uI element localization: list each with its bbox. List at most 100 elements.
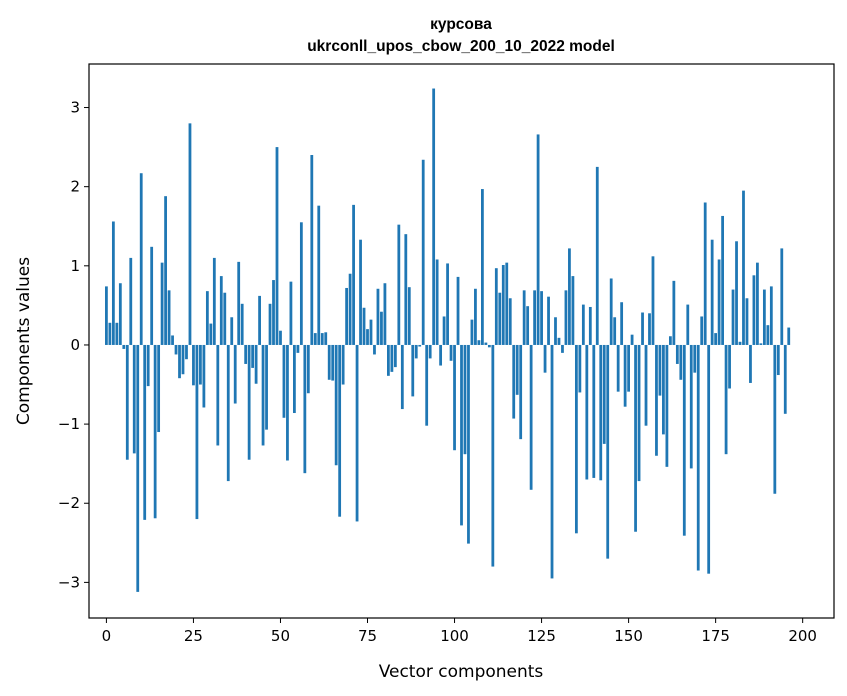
bar-65 (331, 344, 335, 381)
bar-84 (397, 224, 401, 345)
bar-24 (188, 123, 192, 345)
bar-93 (428, 344, 432, 359)
bar-91 (421, 159, 425, 345)
bar-96 (439, 344, 443, 366)
bar-75 (366, 329, 369, 345)
bar-144 (606, 344, 610, 559)
bar-139 (588, 306, 592, 345)
bar-59 (310, 155, 314, 345)
x-tick-label: 75 (358, 627, 377, 645)
bar-3 (115, 322, 119, 345)
bar-53 (289, 281, 293, 345)
bar-42 (251, 344, 255, 368)
bar-28 (202, 344, 206, 408)
bar-33 (219, 276, 223, 345)
bar-70 (348, 273, 352, 345)
bar-177 (721, 215, 724, 345)
bar-61 (317, 205, 321, 345)
bar-169 (693, 344, 697, 373)
bar-99 (449, 344, 453, 361)
bar-148 (620, 302, 624, 345)
bar-47 (268, 303, 272, 345)
x-tick-label: 0 (102, 627, 112, 645)
bar-81 (387, 344, 390, 376)
bar-140 (592, 344, 596, 478)
bar-155 (644, 344, 648, 426)
bar-175 (714, 333, 718, 345)
bar-125 (540, 291, 543, 345)
bar-186 (752, 275, 756, 345)
bar-8 (132, 344, 136, 454)
bar-82 (390, 344, 394, 372)
bar-107 (477, 340, 481, 345)
bar-38 (237, 261, 241, 345)
bar-22 (181, 344, 185, 375)
bar-80 (383, 283, 387, 345)
bar-13 (150, 246, 154, 345)
bar-63 (324, 332, 328, 345)
bar-185 (749, 344, 752, 383)
bar-88 (411, 344, 415, 397)
bar-128 (550, 344, 554, 579)
bar-157 (651, 256, 655, 345)
bar-130 (557, 337, 561, 345)
bar-43 (254, 344, 258, 384)
bar-46 (265, 344, 268, 430)
bar-119 (519, 344, 523, 440)
bar-161 (665, 344, 669, 467)
bar-114 (501, 265, 505, 345)
bar-190 (766, 325, 770, 345)
bar-58 (306, 344, 310, 394)
bar-141 (595, 166, 599, 345)
bar-122 (529, 344, 533, 490)
bar-86 (404, 234, 408, 345)
y-tick-label: −2 (58, 494, 80, 512)
bar-68 (341, 344, 345, 385)
bar-194 (780, 248, 784, 345)
bar-95 (435, 259, 439, 345)
bar-132 (564, 290, 568, 345)
bar-108 (481, 189, 484, 345)
bar-138 (585, 344, 589, 480)
bar-181 (735, 241, 738, 345)
bar-37 (233, 344, 237, 404)
bar-173 (707, 344, 711, 574)
bar-171 (700, 316, 704, 345)
bar-165 (679, 344, 683, 380)
bar-159 (658, 344, 662, 396)
bar-32 (216, 344, 220, 446)
bar-120 (522, 290, 526, 345)
bar-196 (787, 327, 791, 345)
bar-78 (376, 288, 380, 345)
bar-164 (675, 344, 679, 364)
bar-124 (536, 134, 540, 345)
chart-title-line-1: курсова (430, 16, 492, 33)
bar-113 (498, 292, 502, 345)
bar-116 (508, 298, 512, 345)
bar-41 (247, 344, 251, 460)
bar-102 (460, 344, 463, 526)
bar-160 (662, 344, 665, 435)
bar-48 (272, 280, 275, 345)
bar-180 (731, 289, 735, 345)
y-tick-label: 2 (70, 178, 80, 196)
bar-97 (442, 316, 446, 345)
bar-83 (393, 344, 397, 368)
bar-106 (474, 288, 477, 345)
bar-115 (505, 262, 509, 345)
bar-2 (111, 221, 115, 345)
bar-50 (279, 330, 282, 345)
bar-101 (456, 276, 460, 345)
bar-31 (212, 257, 216, 345)
bar-73 (359, 239, 362, 345)
bar-178 (724, 344, 728, 455)
y-tick-label: −3 (58, 573, 80, 591)
bar-14 (153, 344, 157, 519)
bar-27 (199, 344, 202, 385)
bar-126 (543, 344, 547, 373)
bar-25 (192, 344, 195, 386)
bar-56 (299, 222, 303, 345)
bar-87 (407, 287, 411, 345)
bar-195 (783, 344, 787, 414)
